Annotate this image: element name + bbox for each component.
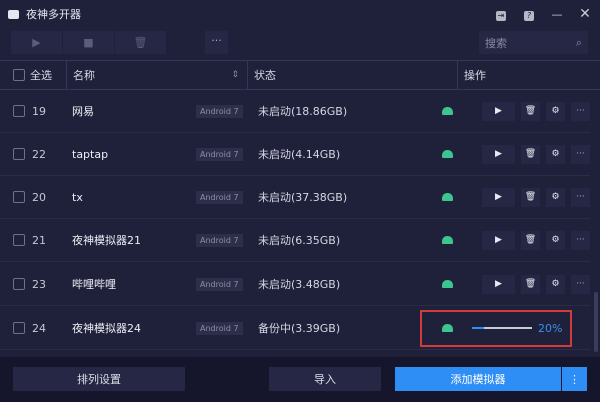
row-checkbox[interactable] xyxy=(13,278,25,290)
title-bar: 夜神多开器 ⇥ ? — ✕ xyxy=(0,0,600,28)
footer: 排列设置 导入 添加模拟器 ⋮ xyxy=(0,357,600,402)
android-version-badge: Android 7 xyxy=(196,190,243,204)
more-button[interactable]: ··· xyxy=(571,274,590,294)
settings-button[interactable]: ⚙ xyxy=(546,144,565,164)
android-icon xyxy=(442,236,453,244)
row-checkbox[interactable] xyxy=(13,148,25,160)
table-row[interactable]: 24 夜神模拟器24 Android 7 备份中(3.39GB) 20% xyxy=(0,307,590,350)
row-checkbox[interactable] xyxy=(13,322,25,334)
batch-toolbar: ▶ ■ 🗑 xyxy=(11,31,167,54)
select-all-label: 全选 xyxy=(30,69,52,82)
progress-percent: 20% xyxy=(538,321,563,335)
delete-button[interactable]: 🗑 xyxy=(521,101,540,121)
emulator-status: 未启动(37.38GB) xyxy=(258,191,348,204)
sort-settings-button[interactable]: 排列设置 xyxy=(13,367,185,391)
settings-button[interactable]: ⚙ xyxy=(546,274,565,294)
emulator-name: 网易 xyxy=(72,105,94,118)
add-emulator-button[interactable]: 添加模拟器 xyxy=(395,367,561,391)
android-icon xyxy=(442,324,453,332)
backup-progress-highlight xyxy=(420,310,572,347)
search-input[interactable]: 搜索 ⌕ xyxy=(479,31,588,54)
emulator-status: 未启动(4.14GB) xyxy=(258,148,341,161)
progress-fill xyxy=(472,327,484,329)
android-icon xyxy=(442,193,453,201)
emulator-name: 夜神模拟器24 xyxy=(72,322,141,335)
select-all[interactable]: 全选 xyxy=(0,61,67,89)
batch-start-button[interactable]: ▶ xyxy=(11,31,63,54)
minimize-button[interactable]: — xyxy=(551,7,563,21)
search-placeholder: 搜索 xyxy=(485,36,507,50)
status-column-header: 状态 xyxy=(248,61,458,89)
row-index: 24 xyxy=(32,321,46,335)
android-version-badge: Android 7 xyxy=(196,104,243,118)
more-button[interactable]: ··· xyxy=(571,101,590,121)
add-emulator-more-button[interactable]: ⋮ xyxy=(562,367,587,391)
table-row[interactable]: 21 夜神模拟器21 Android 7 未启动(6.35GB) ▶ 🗑 ⚙ ·… xyxy=(0,219,590,262)
name-header-label: 名称 xyxy=(73,69,95,82)
row-index: 23 xyxy=(32,277,46,291)
more-button[interactable]: ··· xyxy=(571,144,590,164)
android-version-badge: Android 7 xyxy=(196,321,243,335)
emulator-name: taptap xyxy=(72,147,109,161)
close-button[interactable]: ✕ xyxy=(579,6,591,22)
emulator-status: 备份中(3.39GB) xyxy=(258,322,341,335)
window-title: 夜神多开器 xyxy=(26,8,81,21)
backup-progress-bar xyxy=(472,327,532,329)
status-header-label: 状态 xyxy=(254,69,276,82)
table-row[interactable]: 22 taptap Android 7 未启动(4.14GB) ▶ 🗑 ⚙ ··… xyxy=(0,133,590,176)
batch-stop-button[interactable]: ■ xyxy=(63,31,115,54)
row-index: 22 xyxy=(32,147,46,161)
emulator-name: 哔哩哔哩 xyxy=(72,278,116,291)
start-button[interactable]: ▶ xyxy=(482,144,515,164)
more-button[interactable]: ··· xyxy=(571,187,590,207)
sort-icon[interactable]: ⇕ xyxy=(231,70,239,80)
row-checkbox[interactable] xyxy=(13,191,25,203)
row-index: 20 xyxy=(32,190,46,204)
emulator-status: 未启动(3.48GB) xyxy=(258,278,341,291)
export-icon[interactable]: ⇥ xyxy=(496,10,506,21)
row-checkbox[interactable] xyxy=(13,105,25,117)
settings-button[interactable]: ⚙ xyxy=(546,187,565,207)
settings-button[interactable]: ⚙ xyxy=(546,101,565,121)
emulator-name: tx xyxy=(72,190,83,204)
android-icon xyxy=(442,107,453,115)
android-version-badge: Android 7 xyxy=(196,233,243,247)
actions-column-header: 操作 xyxy=(458,61,486,89)
start-button[interactable]: ▶ xyxy=(482,230,515,250)
table-header: 全选 名称 ⇕ 状态 操作 xyxy=(0,60,600,90)
toolbar-more-button[interactable]: ··· xyxy=(205,31,228,54)
table-row[interactable]: 19 网易 Android 7 未启动(18.86GB) ▶ 🗑 ⚙ ··· xyxy=(0,90,590,133)
search-icon: ⌕ xyxy=(575,35,582,49)
settings-button[interactable]: ⚙ xyxy=(546,230,565,250)
start-button[interactable]: ▶ xyxy=(482,101,515,121)
emulator-status: 未启动(6.35GB) xyxy=(258,234,341,247)
app-logo-icon xyxy=(8,9,19,19)
delete-button[interactable]: 🗑 xyxy=(521,187,540,207)
row-index: 19 xyxy=(32,104,46,118)
table-row[interactable]: 20 tx Android 7 未启动(37.38GB) ▶ 🗑 ⚙ ··· xyxy=(0,176,590,219)
select-all-checkbox[interactable] xyxy=(13,69,25,81)
row-index: 21 xyxy=(32,233,46,247)
android-version-badge: Android 7 xyxy=(196,277,243,291)
android-version-badge: Android 7 xyxy=(196,147,243,161)
delete-button[interactable]: 🗑 xyxy=(521,274,540,294)
android-icon xyxy=(442,280,453,288)
help-icon[interactable]: ? xyxy=(522,8,536,21)
table-row[interactable]: 23 哔哩哔哩 Android 7 未启动(3.48GB) ▶ 🗑 ⚙ ··· xyxy=(0,263,590,306)
start-button[interactable]: ▶ xyxy=(482,274,515,294)
row-checkbox[interactable] xyxy=(13,234,25,246)
actions-header-label: 操作 xyxy=(464,69,486,82)
delete-button[interactable]: 🗑 xyxy=(521,230,540,250)
import-button[interactable]: 导入 xyxy=(269,367,381,391)
scrollbar[interactable] xyxy=(594,292,598,352)
more-button[interactable]: ··· xyxy=(571,230,590,250)
delete-button[interactable]: 🗑 xyxy=(521,144,540,164)
name-column-header[interactable]: 名称 ⇕ xyxy=(67,61,248,89)
emulator-name: 夜神模拟器21 xyxy=(72,234,141,247)
android-icon xyxy=(442,150,453,158)
batch-delete-button[interactable]: 🗑 xyxy=(115,31,167,54)
start-button[interactable]: ▶ xyxy=(482,187,515,207)
emulator-status: 未启动(18.86GB) xyxy=(258,105,348,118)
